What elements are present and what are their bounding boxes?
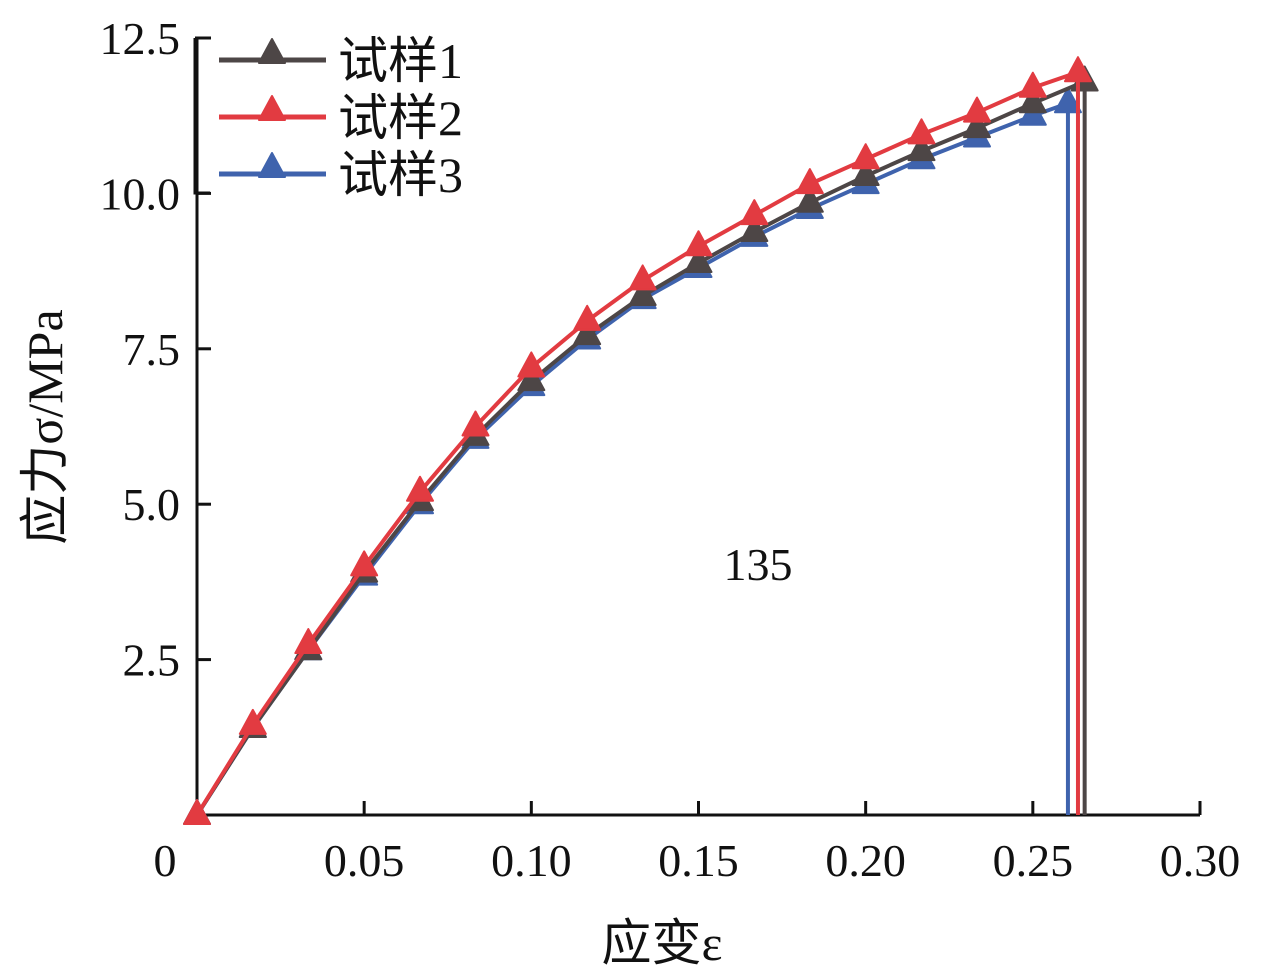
triangle-marker-icon <box>258 152 286 178</box>
triangle-marker-icon <box>258 95 286 121</box>
data-point-marker <box>517 365 546 392</box>
legend-label: 试样1 <box>338 33 463 89</box>
data-point-marker <box>573 319 602 346</box>
data-point-marker <box>461 410 490 437</box>
series-1 <box>183 65 1099 825</box>
x-tick-label: 0.25 <box>993 835 1074 886</box>
series-line <box>195 100 1070 817</box>
x-tick-label: 0 <box>154 835 177 886</box>
data-point-marker <box>851 143 880 170</box>
annotation-label: 135 <box>724 539 793 590</box>
data-point-marker <box>406 475 435 502</box>
data-point-marker <box>1018 87 1047 114</box>
data-point-marker <box>851 159 880 186</box>
data-point-marker <box>628 264 657 291</box>
data-point-marker <box>350 550 379 577</box>
series-line <box>195 69 1080 817</box>
data-point-marker <box>517 351 546 378</box>
x-tick-label: 0.30 <box>1160 835 1241 886</box>
data-point-marker <box>740 215 769 242</box>
x-tick-label: 0.15 <box>658 835 739 886</box>
data-point-marker <box>907 118 936 145</box>
data-point-marker <box>795 168 824 195</box>
y-tick-label: 10.0 <box>100 168 181 219</box>
data-point-marker <box>907 135 936 162</box>
y-tick-label: 5.0 <box>123 479 181 530</box>
data-point-marker <box>573 304 602 331</box>
legend-item-3: 试样3 <box>219 147 463 203</box>
data-point-marker <box>294 628 323 655</box>
data-point-marker <box>628 279 657 306</box>
data-point-marker <box>1063 56 1092 83</box>
data-point-marker <box>684 247 713 274</box>
data-point-marker <box>1018 71 1047 98</box>
legend-label: 试样2 <box>338 90 463 146</box>
legend-item-2: 试样2 <box>219 90 463 146</box>
data-point-marker <box>962 96 991 123</box>
triangle-marker-icon <box>258 38 286 64</box>
x-tick-label: 0.10 <box>491 835 572 886</box>
data-point-marker <box>1053 87 1082 114</box>
data-point-marker <box>238 708 267 735</box>
x-tick-label: 0.20 <box>825 835 906 886</box>
data-point-marker <box>183 799 211 825</box>
series-3 <box>183 87 1082 825</box>
data-point-marker <box>795 186 824 213</box>
data-point-marker <box>962 112 991 139</box>
legend-label: 试样3 <box>338 147 463 203</box>
y-tick-label: 2.5 <box>123 635 181 686</box>
legend-item-1: 试样1 <box>219 33 463 89</box>
y-tick-label: 7.5 <box>123 324 181 375</box>
data-point-marker <box>684 230 713 257</box>
x-tick-label: 0.05 <box>324 835 405 886</box>
data-point-marker <box>740 199 769 226</box>
legend-bracket <box>193 36 210 195</box>
series-2 <box>183 56 1092 825</box>
y-tick-label: 12.5 <box>100 13 181 64</box>
series-line <box>195 78 1087 817</box>
x-axis-label: 应变ε <box>602 915 723 971</box>
y-axis-label: 应力σ/MPa <box>17 309 73 544</box>
